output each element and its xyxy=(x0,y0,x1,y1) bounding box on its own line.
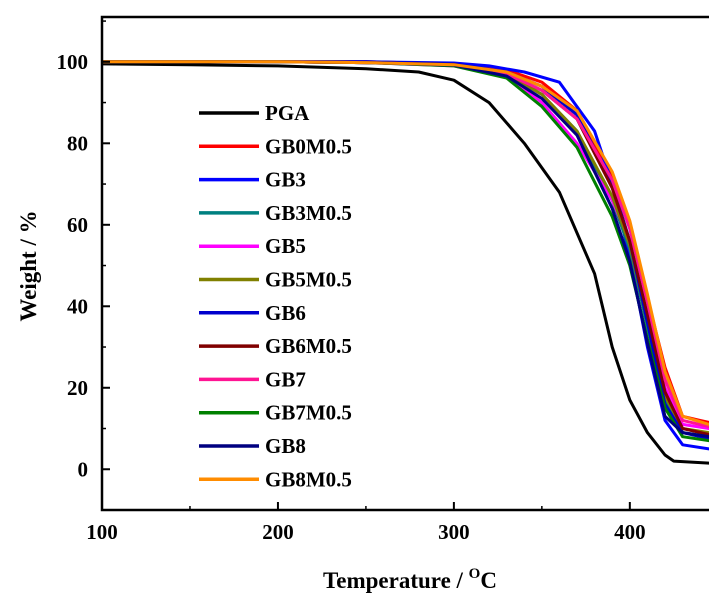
series-layer xyxy=(102,60,709,465)
x-tick-label: 100 xyxy=(86,520,118,544)
legend-label: PGA xyxy=(265,101,310,125)
y-tick-label: 100 xyxy=(57,50,89,74)
x-tick-label: 400 xyxy=(614,520,646,544)
axes-layer: 100 200 300 400 0 20 40 60 80 100 xyxy=(57,20,646,544)
legend-item: PGA xyxy=(199,101,310,125)
legend-item: GB8 xyxy=(199,434,306,458)
x-tick-label: 200 xyxy=(262,520,294,544)
legend-item: GB8M0.5 xyxy=(199,467,352,491)
series-line-gb5 xyxy=(102,60,709,430)
series-line-pga xyxy=(102,62,709,465)
legend-item: GB3M0.5 xyxy=(199,201,352,225)
y-tick-label: 60 xyxy=(67,213,88,237)
x-axis-title: Temperature / OC xyxy=(323,566,497,593)
series-line-gb3m0-5 xyxy=(102,60,709,439)
legend-label: GB3M0.5 xyxy=(265,201,352,225)
legend-label: GB7M0.5 xyxy=(265,401,352,425)
legend-item: GB6 xyxy=(199,301,306,325)
y-axis-title: Weight / % xyxy=(16,210,41,321)
series-line-gb8m0-5 xyxy=(102,60,709,426)
series-line-gb3 xyxy=(102,60,709,451)
series-line-gb5m0-5 xyxy=(102,60,709,435)
legend-label: GB6M0.5 xyxy=(265,334,352,358)
x-tick-label: 300 xyxy=(438,520,470,544)
legend-label: GB5 xyxy=(265,234,306,258)
legend-label: GB5M0.5 xyxy=(265,268,352,292)
legend-label: GB8 xyxy=(265,434,306,458)
y-tick-label: 80 xyxy=(67,131,88,155)
legend-item: GB7 xyxy=(199,367,306,391)
legend-item: GB5 xyxy=(199,234,306,258)
legend-item: GB5M0.5 xyxy=(199,268,352,292)
y-tick-label: 0 xyxy=(78,457,89,481)
plot-frame xyxy=(100,15,709,512)
legend-item: GB7M0.5 xyxy=(199,401,352,425)
legend-label: GB6 xyxy=(265,301,306,325)
y-tick-label: 40 xyxy=(67,294,88,318)
legend-item: GB0M0.5 xyxy=(199,134,352,158)
series-line-gb6m0-5 xyxy=(102,60,709,437)
series-line-gb8 xyxy=(102,60,709,439)
y-tick-label: 20 xyxy=(67,376,88,400)
series-line-gb7m0-5 xyxy=(102,60,709,443)
legend-item: GB3 xyxy=(199,168,306,192)
legend-label: GB0M0.5 xyxy=(265,134,352,158)
legend-label: GB3 xyxy=(265,168,306,192)
legend-label: GB8M0.5 xyxy=(265,467,352,491)
series-line-gb6 xyxy=(102,60,709,441)
series-line-gb7 xyxy=(102,60,709,428)
legend: PGA GB0M0.5 GB3 GB3M0.5 GB5 GB5M0.5 GB6 GB6M0.5… xyxy=(199,101,352,491)
legend-item: GB6M0.5 xyxy=(199,334,352,358)
legend-label: GB7 xyxy=(265,367,306,391)
